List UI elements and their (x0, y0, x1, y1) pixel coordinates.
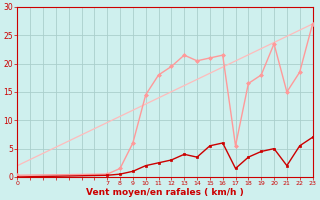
X-axis label: Vent moyen/en rafales ( km/h ): Vent moyen/en rafales ( km/h ) (86, 188, 244, 197)
